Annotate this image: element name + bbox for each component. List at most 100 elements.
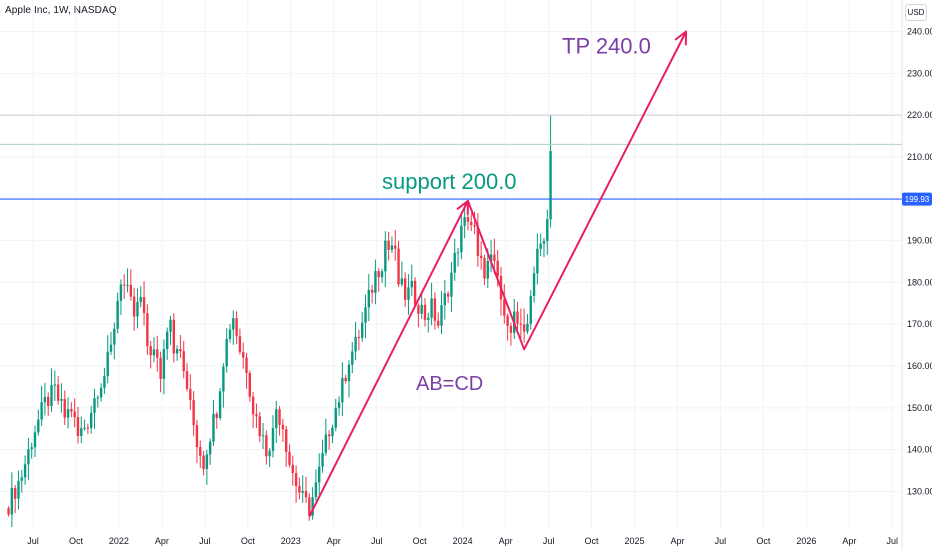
time-tick-label: Oct [241, 536, 256, 546]
candle-body [301, 490, 304, 493]
candle-body [27, 449, 30, 465]
price-tick-label: 150.00 [907, 403, 932, 413]
price-tick-label: 210.00 [907, 152, 932, 162]
candle-body [83, 427, 86, 429]
candle-body [489, 254, 493, 262]
candle-body [400, 278, 404, 285]
candle-body [377, 271, 380, 278]
price-axis[interactable]: 130.00 140.00 150.00 160.00 170.00 180.00 190.… [901, 0, 932, 550]
time-tick-label: Apr [499, 536, 513, 546]
candle-body [284, 429, 288, 452]
time-tick-label: Jul [27, 536, 39, 546]
time-tick-label: Jul [371, 536, 383, 546]
candle-body [456, 252, 460, 254]
candle-body [324, 434, 328, 453]
time-axis[interactable]: Jul Oct 2022 Apr Jul Oct 2023 Apr Jul Oct 2024 Apr J… [27, 536, 898, 546]
time-tick-label: 2024 [453, 536, 473, 546]
candle-body [218, 391, 222, 418]
candle-body [116, 300, 119, 329]
time-tick-label: 2026 [796, 536, 816, 546]
candle-body [261, 435, 265, 437]
candle-body [294, 472, 298, 487]
candle-body [235, 318, 238, 337]
candle-body [70, 409, 73, 412]
candle-body [23, 464, 27, 478]
candle-body [47, 396, 50, 407]
candle-body [60, 398, 63, 401]
candle-body [384, 240, 387, 272]
candle-body [311, 497, 314, 516]
candle-body [417, 305, 420, 314]
candle-body [423, 304, 427, 320]
candle-body [232, 318, 235, 330]
candle-body [341, 377, 344, 403]
candle-body [7, 508, 10, 515]
candle-body [446, 293, 450, 297]
candle-body [109, 344, 113, 352]
candle-body [493, 254, 496, 261]
current-price-tag: 199.93 [902, 192, 932, 206]
candle-body [367, 289, 371, 308]
candle-body [522, 324, 526, 332]
candle-body [278, 409, 281, 425]
time-tick-label: Jul [887, 536, 899, 546]
candle-body [516, 311, 519, 324]
candle-body [63, 398, 66, 418]
candle-body [96, 397, 99, 399]
candle-body [56, 384, 60, 401]
candle-body [410, 280, 413, 288]
candle-body [238, 336, 242, 353]
candle-body [430, 298, 433, 318]
candle-body [149, 346, 152, 356]
candle-body [275, 409, 278, 429]
candle-body [413, 280, 417, 306]
candle-body [387, 240, 390, 250]
time-tick-label: Apr [842, 536, 856, 546]
candle-body [364, 307, 367, 323]
candle-body [248, 372, 252, 397]
candle-body [539, 243, 542, 249]
price-tick-label: 220.00 [907, 110, 932, 120]
time-tick-label: Jul [543, 536, 555, 546]
chart-title: Apple Inc, 1W, NASDAQ [5, 5, 117, 16]
annotation-labels: support 200.0 TP 240.0 AB=CD [382, 34, 651, 396]
candle-body [304, 490, 308, 498]
candle-body [113, 328, 116, 345]
candle-body [192, 400, 195, 426]
candle-body [463, 217, 466, 226]
target-label: TP 240.0 [562, 34, 651, 59]
candle-body [470, 221, 473, 226]
candle-body [473, 225, 476, 227]
candle-body [479, 255, 483, 259]
candle-body [126, 284, 129, 286]
candle-body [503, 299, 506, 316]
candle-body [255, 414, 258, 417]
current-price-label: 199.93 [905, 195, 930, 204]
candle-body [347, 364, 351, 382]
candle-body [288, 451, 291, 465]
candle-body [129, 284, 133, 297]
candle-body [281, 424, 285, 430]
candle-body [420, 304, 423, 314]
price-tick-label: 180.00 [907, 277, 932, 287]
drawings [308, 30, 688, 518]
candle-body [142, 297, 146, 314]
candle-body [43, 396, 47, 403]
candle-body [215, 413, 218, 418]
currency-button[interactable]: USD [905, 4, 927, 21]
candle-body [390, 245, 394, 250]
candle-body [486, 261, 489, 279]
candle-body [327, 434, 331, 437]
price-tick-label: 240.00 [907, 27, 932, 37]
time-tick-label: Apr [327, 536, 341, 546]
price-tick-label: 140.00 [907, 445, 932, 455]
arrow-head-b [456, 199, 469, 215]
candle-body [427, 317, 430, 320]
candle-body [156, 349, 159, 358]
candle-body [496, 260, 499, 277]
time-tick-label: Jul [715, 536, 727, 546]
candle-body [258, 416, 261, 437]
candle-body [354, 336, 357, 352]
